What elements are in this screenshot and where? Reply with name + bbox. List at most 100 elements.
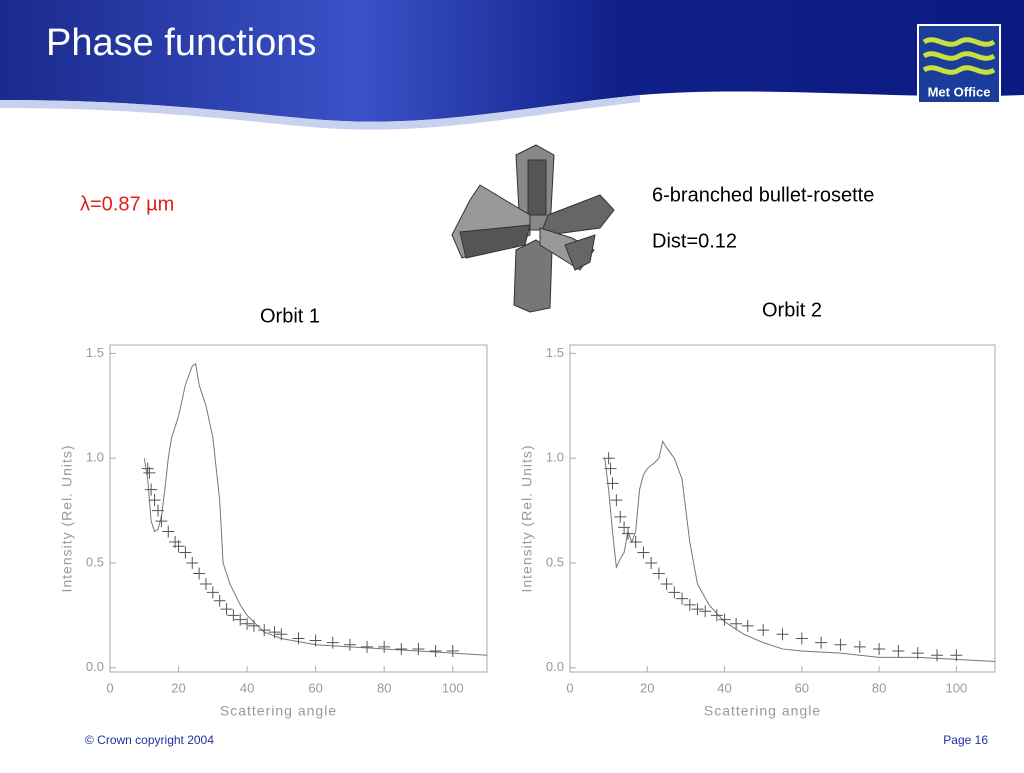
observation-marker <box>950 649 963 662</box>
observation-marker <box>873 642 886 655</box>
x-tick-label: 20 <box>171 680 185 695</box>
observation-marker <box>815 636 828 649</box>
observation-marker <box>892 645 905 658</box>
observation-marker <box>361 640 374 653</box>
model-line <box>604 440 996 663</box>
observation-marker <box>676 592 689 605</box>
y-tick-label: 0.5 <box>86 554 104 569</box>
observation-marker <box>292 632 305 645</box>
x-tick-label: 80 <box>377 680 391 695</box>
y-axis-label: Intensity (Rel. Units) <box>519 444 535 592</box>
observation-marker <box>148 494 161 507</box>
observation-marker <box>741 619 754 632</box>
logo-waves <box>922 37 996 75</box>
x-tick-label: 100 <box>946 680 968 695</box>
observation-marker <box>621 527 634 540</box>
observation-marker <box>610 494 623 507</box>
observation-marker <box>241 617 254 630</box>
chart-title: Orbit 1 <box>260 305 320 327</box>
y-axis-label: Intensity (Rel. Units) <box>59 444 75 592</box>
observation-marker <box>199 577 212 590</box>
copyright: © Crown copyright 2004 <box>85 733 214 747</box>
y-tick-label: 1.5 <box>546 345 564 360</box>
observation-marker <box>645 557 658 569</box>
x-tick-label: 60 <box>308 680 322 695</box>
y-tick-label: 0.0 <box>86 659 104 674</box>
header-wave <box>0 95 640 130</box>
observation-marker <box>220 603 233 616</box>
observation-marker <box>691 603 704 616</box>
observation-marker <box>162 525 175 538</box>
x-axis-label: Scattering angle <box>220 703 337 719</box>
observation-marker <box>911 647 924 660</box>
observation-marker <box>652 567 665 580</box>
x-tick-label: 40 <box>717 680 731 695</box>
observation-marker <box>268 626 281 639</box>
observation-marker <box>795 632 808 645</box>
observation-marker <box>604 462 617 475</box>
observation-marker <box>730 617 743 630</box>
observation-marker <box>776 628 789 641</box>
particle-name: 6-branched bullet-rosette <box>652 184 874 206</box>
observation-marker <box>614 510 627 523</box>
observation-marker <box>412 642 425 655</box>
observation-marker <box>718 613 731 626</box>
logo-text: Met Office <box>928 84 991 99</box>
observation-marker <box>668 586 681 599</box>
plot-frame <box>569 344 996 673</box>
observation-marker <box>378 640 391 653</box>
observation-marker <box>309 634 322 647</box>
observation-marker <box>193 567 206 580</box>
observation-marker <box>186 557 199 569</box>
observation-marker <box>629 536 642 549</box>
observation-marker <box>275 628 288 641</box>
x-tick-label: 40 <box>240 680 254 695</box>
x-tick-label: 0 <box>106 680 113 695</box>
observation-marker <box>606 477 619 490</box>
y-tick-label: 1.0 <box>86 450 104 465</box>
observation-marker <box>145 483 158 496</box>
observation-marker <box>446 645 459 658</box>
observation-marker <box>206 586 219 599</box>
observation-marker <box>429 645 442 658</box>
observation-marker <box>155 515 168 528</box>
observation-marker <box>179 546 192 559</box>
page-number: Page 16 <box>943 733 988 747</box>
x-tick-label: 100 <box>442 680 464 695</box>
observation-marker <box>227 609 240 622</box>
observation-marker <box>618 521 631 534</box>
x-axis-label: Scattering angle <box>704 703 821 719</box>
observation-marker <box>151 504 164 517</box>
y-tick-label: 1.0 <box>546 450 564 465</box>
observation-marker <box>757 624 770 637</box>
plot-frame <box>109 344 488 673</box>
model-line <box>143 363 488 656</box>
x-tick-label: 60 <box>795 680 809 695</box>
observation-marker <box>172 540 185 553</box>
particle-dist: Dist=0.12 <box>652 230 737 252</box>
observation-marker <box>234 613 247 626</box>
observation-marker <box>247 619 260 632</box>
observation-marker <box>258 624 271 637</box>
y-tick-label: 0.5 <box>546 554 564 569</box>
y-tick-label: 1.5 <box>86 345 104 360</box>
observation-marker <box>602 452 615 465</box>
header-band <box>0 0 1024 122</box>
observation-marker <box>699 605 712 618</box>
slide-title: Phase functions <box>46 22 316 64</box>
observation-marker <box>637 546 650 559</box>
observation-marker <box>834 638 847 651</box>
observation-marker <box>395 642 408 655</box>
chart-title: Orbit 2 <box>762 299 822 321</box>
observation-marker <box>343 638 356 651</box>
observation-marker <box>931 649 944 662</box>
observation-marker <box>683 598 696 611</box>
observation-marker <box>660 577 673 590</box>
rosette <box>451 144 615 313</box>
wavelength: λ=0.87 µm <box>80 193 174 215</box>
x-tick-label: 0 <box>566 680 573 695</box>
observation-marker <box>853 640 866 653</box>
observation-marker <box>710 609 723 622</box>
x-tick-label: 80 <box>872 680 886 695</box>
